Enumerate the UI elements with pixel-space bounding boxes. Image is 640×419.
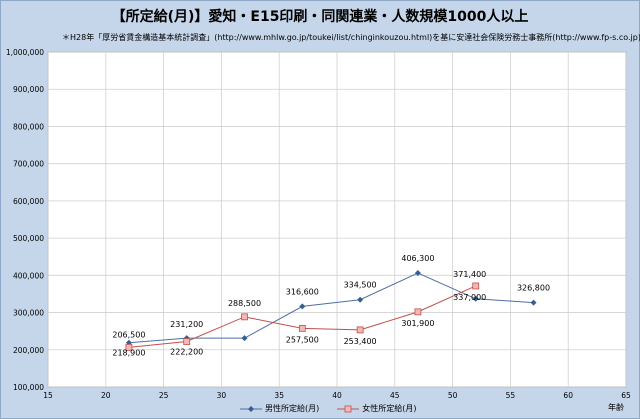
y-tick-label: 600,000 [13,197,44,206]
legend-item-male: 男性所定給(月) [240,403,319,414]
data-label-male: 337,000 [453,293,486,302]
x-tick-label: 15 [43,391,53,400]
y-tick-label: 500,000 [13,234,44,243]
chart-title: 【所定給(月)】愛知・E15印刷・同関連業・人数規模1000人以上 [111,9,529,25]
series-line-male [128,272,534,344]
x-tick-label: 20 [101,391,111,400]
y-tick-label: 400,000 [13,271,44,280]
y-tick-label: 700,000 [13,160,44,169]
data-label-female: 253,400 [344,337,377,346]
chart-subtitle: ＊H28年「厚労省賃金構造基本統計調査」(http://www.mhlw.go.… [62,33,640,42]
y-tick-label: 100,000 [13,383,44,392]
data-point-female [356,326,364,334]
x-tick-label: 65 [621,391,631,400]
y-axis-ticks: 100,000 200,000 300,000 400,000 500,000 600,0… [6,48,44,392]
y-tick-label: 800,000 [13,122,44,131]
data-label-male: 406,300 [401,254,434,263]
data-point-male [241,335,248,342]
data-point-male [530,299,537,306]
data-label-male: 316,600 [286,287,319,296]
data-point-male [472,295,479,302]
series-group [125,269,537,351]
data-label-male: 326,800 [517,284,550,293]
legend-male-marker-icon [240,405,262,412]
x-axis-ticks: 15 20 25 30 35 40 45 50 55 60 65 [43,391,631,400]
data-label-female: 206,500 [112,330,145,339]
data-point-male [357,296,364,303]
legend: 男性所定給(月) 女性所定給(月) [240,403,417,414]
data-point-female [241,313,248,321]
data-label-female: 257,500 [286,335,319,344]
data-point-female [125,343,133,351]
y-tick-label: 1,000,000 [6,48,44,57]
data-point-male [299,303,306,310]
x-tick-label: 30 [217,391,227,400]
legend-female-label: 女性所定給(月) [362,404,417,413]
data-point-female [183,338,191,345]
data-label-female: 301,900 [401,319,434,328]
x-tick-label: 60 [563,391,573,400]
y-tick-label: 200,000 [13,346,44,355]
gridlines [47,51,627,388]
data-label-female: 222,200 [170,348,203,357]
legend-female-marker-icon [337,405,360,412]
data-point-female [298,324,306,332]
data-label-male: 334,500 [344,281,377,290]
data-label-female: 371,400 [453,270,486,279]
data-label-female: 288,500 [228,299,261,308]
x-axis-title: 年齢 [608,403,624,412]
x-tick-label: 35 [274,391,284,400]
y-tick-label: 900,000 [13,85,44,94]
x-tick-label: 50 [448,391,458,400]
data-label-male: 218,900 [112,349,145,358]
data-labels: 218,900 231,200 316,600 334,500 406,300 337,0… [112,254,550,358]
x-tick-label: 45 [390,391,400,400]
x-tick-label: 25 [159,391,169,400]
x-tick-label: 40 [332,391,342,400]
legend-male-label: 男性所定給(月) [265,404,320,413]
y-tick-label: 300,000 [13,309,44,318]
data-point-female [472,282,480,290]
data-point-female [414,308,422,316]
x-tick-label: 55 [506,391,516,400]
legend-item-female: 女性所定給(月) [337,403,417,414]
data-point-male [414,269,421,276]
data-label-male: 231,200 [170,320,203,329]
